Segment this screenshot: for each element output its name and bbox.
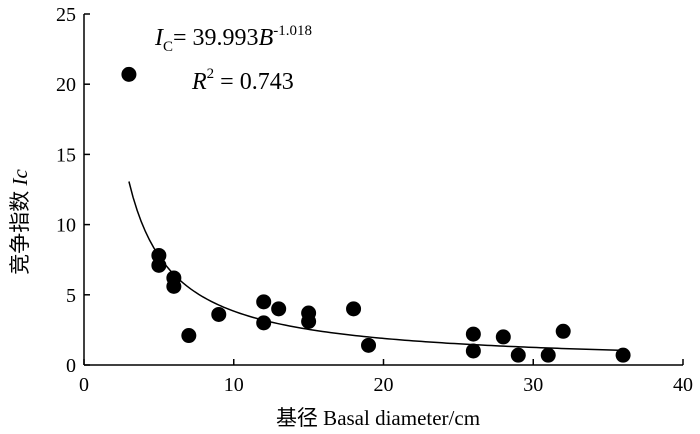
x-tick-label: 0: [79, 374, 89, 396]
data-point: [465, 343, 481, 359]
equation-lhs-sub: C: [163, 39, 173, 55]
r-squared: R2 = 0.743: [191, 66, 294, 95]
data-point: [510, 347, 526, 363]
y-tick-label: 20: [56, 74, 76, 96]
y-axis-title: 竞争指数 Ic: [8, 169, 32, 275]
equation-exp: -1.018: [273, 23, 312, 39]
y-tick-label: 0: [66, 355, 76, 377]
data-point: [256, 315, 272, 331]
y-tick-label: 5: [66, 285, 76, 307]
y-axis-title-prefix: 竞争指数: [8, 186, 32, 275]
r2-sup: 2: [207, 66, 215, 82]
data-point: [465, 326, 481, 342]
x-tick-label: 10: [224, 374, 244, 396]
data-point: [346, 301, 362, 317]
points-layer: [121, 66, 631, 363]
y-axis-title-var: Ic: [8, 169, 32, 187]
equation-lhs: I: [154, 25, 164, 51]
x-tick-label: 30: [523, 374, 543, 396]
data-point: [361, 337, 377, 353]
data-point: [271, 301, 287, 317]
data-point: [540, 347, 556, 363]
r2-value: = 0.743: [214, 69, 294, 95]
fit-curve: [128, 181, 624, 352]
data-point: [615, 347, 631, 363]
fit-equation: IC= 39.993B-1.018: [154, 23, 312, 55]
y-tick-label: 10: [56, 215, 76, 237]
ticks: 0 10 20 30 40 0 5 10 15 20 25: [56, 4, 693, 396]
data-point: [256, 294, 272, 310]
y-tick-label: 15: [56, 144, 76, 166]
y-tick-label: 25: [56, 4, 76, 26]
x-tick-label: 40: [673, 374, 693, 396]
x-tick-label: 20: [374, 374, 394, 396]
data-point: [166, 278, 182, 294]
equation-var: B: [259, 25, 274, 51]
data-point: [495, 329, 511, 345]
data-point: [301, 313, 317, 329]
equation-coef: = 39.993: [173, 25, 259, 51]
data-point: [121, 66, 137, 82]
axes: [83, 14, 683, 366]
fit-layer: [128, 181, 624, 352]
data-point: [211, 306, 227, 322]
data-point: [555, 323, 571, 339]
data-point: [181, 328, 197, 344]
r2-label: R: [191, 69, 207, 95]
x-axis-title: 基径 Basal diameter/cm: [276, 406, 480, 430]
data-point: [151, 257, 167, 273]
